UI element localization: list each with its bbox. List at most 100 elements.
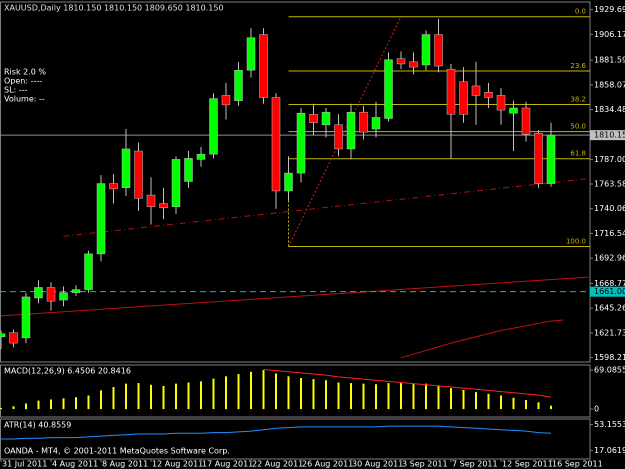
macd-bar xyxy=(462,389,465,410)
macd-bar xyxy=(512,397,515,410)
candle-body xyxy=(21,296,31,339)
candle-body xyxy=(46,287,56,302)
candle-body xyxy=(109,183,118,190)
candle-body xyxy=(59,292,68,301)
x-tick-label: 30 Aug 2011 xyxy=(352,460,403,469)
x-tick-label: 4 Aug 2011 xyxy=(52,460,98,469)
candle-body xyxy=(71,289,81,293)
macd-bar xyxy=(187,382,190,410)
macd-bar xyxy=(175,383,177,410)
x-tick-label: 17 Aug 2011 xyxy=(202,460,253,469)
macd-bar xyxy=(412,383,415,410)
macd-bar xyxy=(487,393,490,410)
macd-bar xyxy=(112,387,115,410)
y-tick-label: 1881.59 xyxy=(594,56,625,65)
macd-bar xyxy=(75,397,77,410)
info-line: SL: --- xyxy=(4,86,28,95)
y-tick-label: 1906.17 xyxy=(594,30,625,39)
info-line: Risk 2.0 % xyxy=(4,68,46,77)
macd-bar xyxy=(400,383,402,410)
macd-bar xyxy=(275,373,277,410)
x-tick-label: 12 Aug 2011 xyxy=(152,460,203,469)
y-tick-label: 0 xyxy=(594,405,599,414)
macd-bar xyxy=(50,399,52,410)
copyright: OANDA - MT4, © 2001-2011 MetaQuotes Soft… xyxy=(4,447,230,456)
macd-bar xyxy=(525,400,527,410)
candle-body xyxy=(0,333,6,338)
y-tick-label: 1668.77 xyxy=(594,279,625,288)
candle-body xyxy=(321,111,331,126)
hline-label-bg xyxy=(590,286,625,297)
fib-label: 61.8 xyxy=(570,150,586,158)
candle-body xyxy=(534,132,543,184)
chart-title: XAUUSD,Daily 1810.150 1810.150 1809.650 … xyxy=(4,4,224,13)
y-tick-label: 69.0855 xyxy=(594,366,625,375)
fib-label: 50.0 xyxy=(570,123,586,131)
candle-body xyxy=(309,114,318,123)
macd-bar xyxy=(350,383,352,410)
candle-body xyxy=(184,158,193,182)
macd-bar xyxy=(150,384,152,410)
macd-bar xyxy=(437,385,440,410)
candle-body xyxy=(496,95,506,111)
y-tick-label: 1740.06 xyxy=(594,204,625,213)
fib-label: 23.6 xyxy=(570,62,586,70)
macd-bar xyxy=(212,378,215,410)
info-line: Volume: -- xyxy=(4,95,45,104)
x-tick-label: 16 Sep 2011 xyxy=(552,460,603,469)
candle-body xyxy=(234,69,243,101)
y-tick-label: 17.0619 xyxy=(594,446,625,455)
macd-bar xyxy=(162,385,165,410)
candle-body xyxy=(9,332,18,344)
trendline xyxy=(0,276,589,317)
candle-body xyxy=(521,107,531,135)
macd-bar xyxy=(37,400,40,410)
y-tick-label: 1645.26 xyxy=(594,304,625,313)
candle-body xyxy=(484,92,493,98)
bid-label-bg xyxy=(590,130,625,141)
candle-body xyxy=(196,153,206,160)
fib-label: 0.0 xyxy=(575,8,586,16)
macd-bar xyxy=(337,382,340,410)
macd-bar xyxy=(387,383,390,410)
candle-body xyxy=(346,111,356,150)
candle-body xyxy=(371,117,381,130)
y-tick-label: 1834.48 xyxy=(594,105,625,114)
macd-bar xyxy=(62,398,65,410)
macd-bar xyxy=(537,402,540,410)
candle-body xyxy=(421,34,431,66)
candle-body xyxy=(384,59,393,119)
x-tick-label: 31 Jul 2011 xyxy=(2,460,47,469)
candle-body xyxy=(146,194,156,207)
macd-bar xyxy=(237,374,240,410)
hline-label: 1661.00 xyxy=(594,287,625,296)
signal-line xyxy=(263,369,552,398)
x-tick-label: 12 Sep 2011 xyxy=(502,460,553,469)
fib-trend xyxy=(288,16,402,247)
candle-body xyxy=(509,107,518,114)
macd-bar xyxy=(0,407,2,410)
panel-title: MACD(12,26,9) 6.4506 20.8416 xyxy=(4,367,131,376)
candle-body xyxy=(334,124,343,150)
candle-body xyxy=(209,98,218,155)
y-tick-label: 1716.54 xyxy=(594,229,625,238)
macd-bar xyxy=(375,384,377,410)
macd-bar xyxy=(312,379,315,410)
x-tick-label: 3 Sep 2011 xyxy=(402,460,448,469)
candle-body xyxy=(246,37,256,71)
fib-label: 38.2 xyxy=(570,95,586,103)
y-tick-label: 1858.07 xyxy=(594,80,625,89)
macd-bar xyxy=(325,380,327,410)
candle-body xyxy=(409,61,418,68)
candle-body xyxy=(221,95,231,106)
panel-frame xyxy=(0,364,591,418)
x-tick-label: 7 Sep 2011 xyxy=(452,460,498,469)
candle-body xyxy=(271,97,281,192)
candle-body xyxy=(359,111,368,133)
trendline xyxy=(63,178,589,237)
fib-label: 100.0 xyxy=(566,238,586,246)
x-tick-label: 26 Aug 2011 xyxy=(302,460,353,469)
trendline xyxy=(400,319,564,359)
